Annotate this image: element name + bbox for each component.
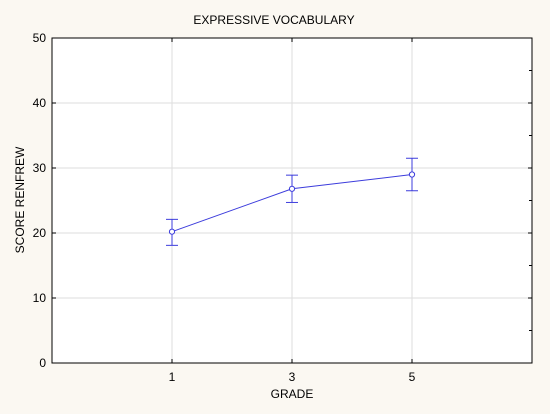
chart-title: EXPRESSIVE VOCABULARY xyxy=(193,13,354,27)
y-tick-label: 20 xyxy=(33,226,47,240)
y-tick-label: 50 xyxy=(33,31,47,45)
x-axis-label: GRADE xyxy=(271,387,314,401)
data-point xyxy=(288,185,296,192)
y-tick-label: 40 xyxy=(33,96,47,110)
y-tick-label: 30 xyxy=(33,161,47,175)
data-point xyxy=(168,228,176,235)
x-tick-label: 5 xyxy=(409,370,416,384)
data-point xyxy=(408,171,416,178)
axis-layer: 0 10 20 30 40 50 1 3 5 xyxy=(33,31,532,384)
x-tick-label: 3 xyxy=(289,370,296,384)
y-tick-label: 0 xyxy=(39,356,46,370)
plot-frame xyxy=(51,37,533,364)
series-layer xyxy=(166,157,418,246)
y-axis-label: SCORE RENFREW xyxy=(13,146,27,253)
x-tick-label: 1 xyxy=(169,370,176,384)
y-tick-label: 10 xyxy=(33,291,47,305)
grid-layer xyxy=(52,38,532,363)
